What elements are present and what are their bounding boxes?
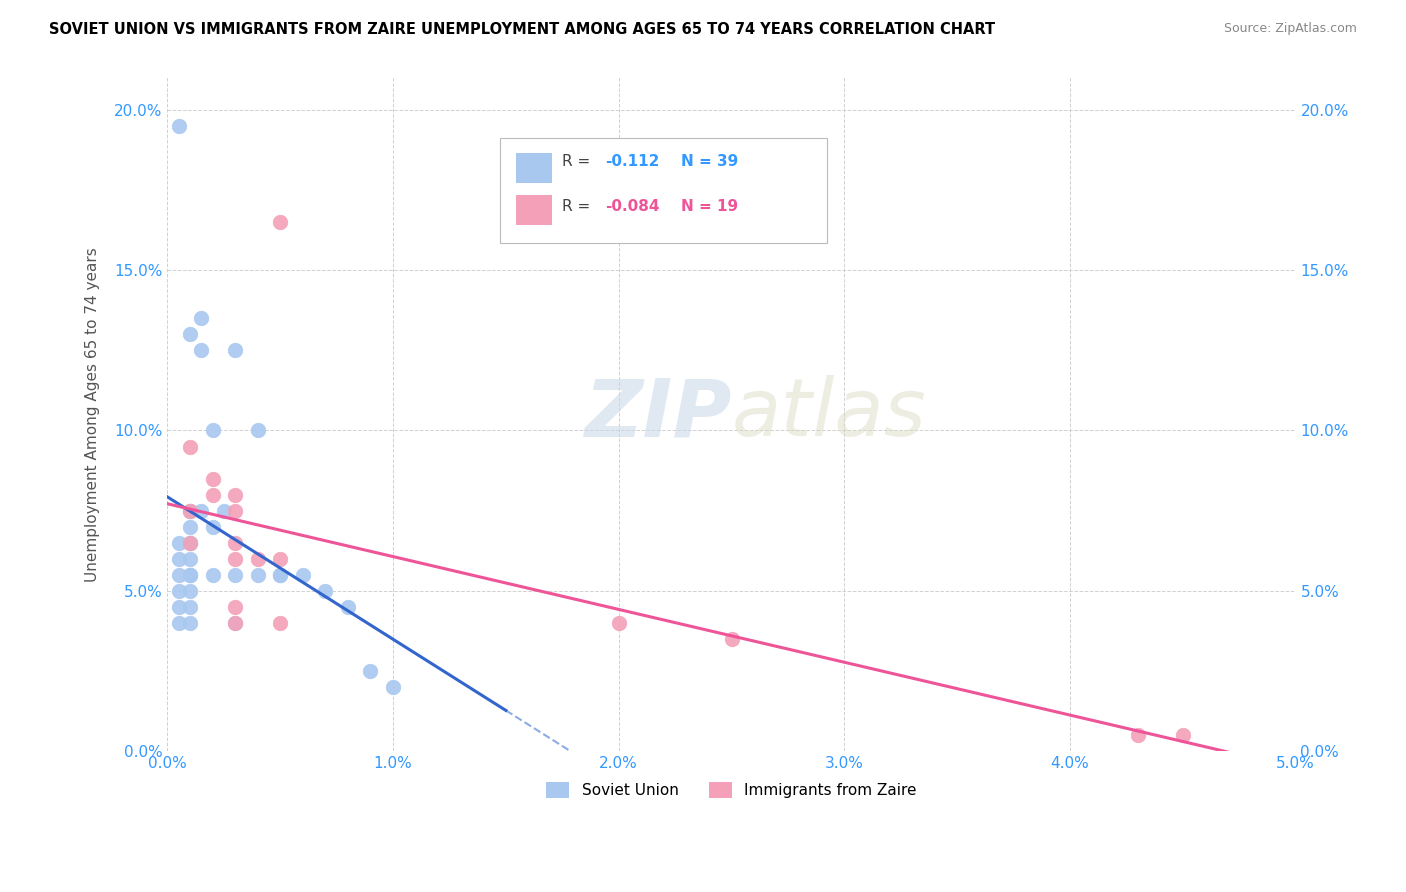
Text: R =: R = bbox=[562, 199, 595, 214]
Point bbox=[179, 504, 201, 518]
Point bbox=[269, 616, 291, 631]
Point bbox=[179, 568, 201, 582]
Point bbox=[269, 568, 291, 582]
Point bbox=[179, 616, 201, 631]
Point bbox=[167, 616, 190, 631]
Point bbox=[607, 616, 630, 631]
Point bbox=[360, 664, 382, 678]
Text: SOVIET UNION VS IMMIGRANTS FROM ZAIRE UNEMPLOYMENT AMONG AGES 65 TO 74 YEARS COR: SOVIET UNION VS IMMIGRANTS FROM ZAIRE UN… bbox=[49, 22, 995, 37]
Point bbox=[201, 472, 224, 486]
Point bbox=[167, 536, 190, 550]
Legend: Soviet Union, Immigrants from Zaire: Soviet Union, Immigrants from Zaire bbox=[540, 776, 922, 805]
Point bbox=[190, 343, 212, 358]
Point bbox=[179, 440, 201, 454]
Point bbox=[167, 584, 190, 599]
Point bbox=[382, 680, 405, 694]
Y-axis label: Unemployment Among Ages 65 to 74 years: Unemployment Among Ages 65 to 74 years bbox=[86, 247, 100, 582]
FancyBboxPatch shape bbox=[516, 153, 553, 183]
Point bbox=[179, 536, 201, 550]
Point bbox=[269, 552, 291, 566]
Point bbox=[179, 504, 201, 518]
Point bbox=[224, 600, 246, 615]
Point bbox=[179, 536, 201, 550]
Point bbox=[246, 552, 269, 566]
Point bbox=[1171, 728, 1194, 742]
Text: N = 19: N = 19 bbox=[681, 199, 738, 214]
Text: R =: R = bbox=[562, 154, 595, 169]
Point bbox=[224, 616, 246, 631]
Point bbox=[1126, 728, 1149, 742]
Point bbox=[224, 504, 246, 518]
Point bbox=[224, 488, 246, 502]
Point bbox=[246, 424, 269, 438]
Text: Source: ZipAtlas.com: Source: ZipAtlas.com bbox=[1223, 22, 1357, 36]
Text: ZIP: ZIP bbox=[583, 376, 731, 453]
Text: -0.084: -0.084 bbox=[605, 199, 659, 214]
Point bbox=[179, 504, 201, 518]
Point bbox=[201, 520, 224, 534]
Point bbox=[179, 568, 201, 582]
Point bbox=[179, 600, 201, 615]
Text: atlas: atlas bbox=[731, 376, 927, 453]
Point bbox=[190, 311, 212, 326]
Point bbox=[224, 552, 246, 566]
Point bbox=[224, 536, 246, 550]
Point bbox=[212, 504, 235, 518]
Point bbox=[179, 568, 201, 582]
Point bbox=[179, 327, 201, 342]
Point bbox=[269, 215, 291, 229]
Point bbox=[314, 584, 336, 599]
Point bbox=[291, 568, 314, 582]
Point bbox=[190, 504, 212, 518]
FancyBboxPatch shape bbox=[501, 138, 827, 243]
Point bbox=[167, 600, 190, 615]
Point bbox=[201, 488, 224, 502]
Point bbox=[246, 568, 269, 582]
Point bbox=[224, 568, 246, 582]
FancyBboxPatch shape bbox=[516, 195, 553, 225]
Text: -0.112: -0.112 bbox=[605, 154, 659, 169]
Text: N = 39: N = 39 bbox=[681, 154, 738, 169]
Point bbox=[269, 568, 291, 582]
Point bbox=[179, 520, 201, 534]
Point bbox=[179, 536, 201, 550]
Point bbox=[179, 584, 201, 599]
Point bbox=[201, 568, 224, 582]
Point bbox=[167, 552, 190, 566]
Point bbox=[224, 616, 246, 631]
Point bbox=[167, 119, 190, 133]
Point bbox=[224, 343, 246, 358]
Point bbox=[179, 552, 201, 566]
Point bbox=[201, 424, 224, 438]
Point bbox=[720, 632, 742, 647]
Point bbox=[336, 600, 359, 615]
Point bbox=[167, 568, 190, 582]
